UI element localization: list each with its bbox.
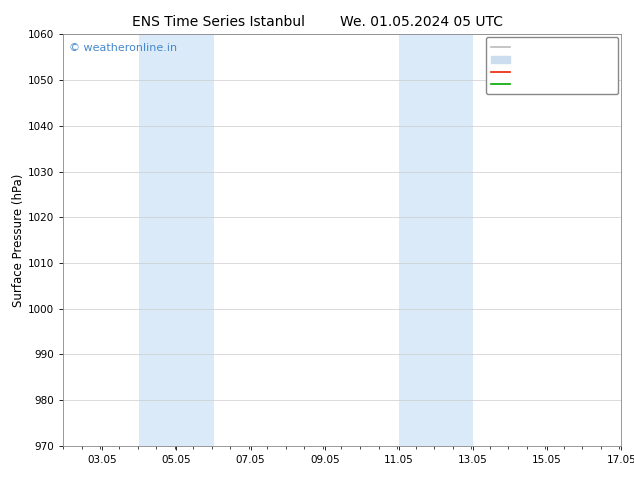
Bar: [139, 34, 214, 446]
Text: © weatheronline.in: © weatheronline.in: [69, 43, 177, 52]
Text: ENS Time Series Istanbul        We. 01.05.2024 05 UTC: ENS Time Series Istanbul We. 01.05.2024 …: [131, 15, 503, 29]
Bar: [399, 34, 473, 446]
Legend: min/max, Standard deviation, Ensemble mean run, Controll run: min/max, Standard deviation, Ensemble me…: [486, 37, 618, 94]
Y-axis label: Surface Pressure (hPa): Surface Pressure (hPa): [12, 173, 25, 307]
